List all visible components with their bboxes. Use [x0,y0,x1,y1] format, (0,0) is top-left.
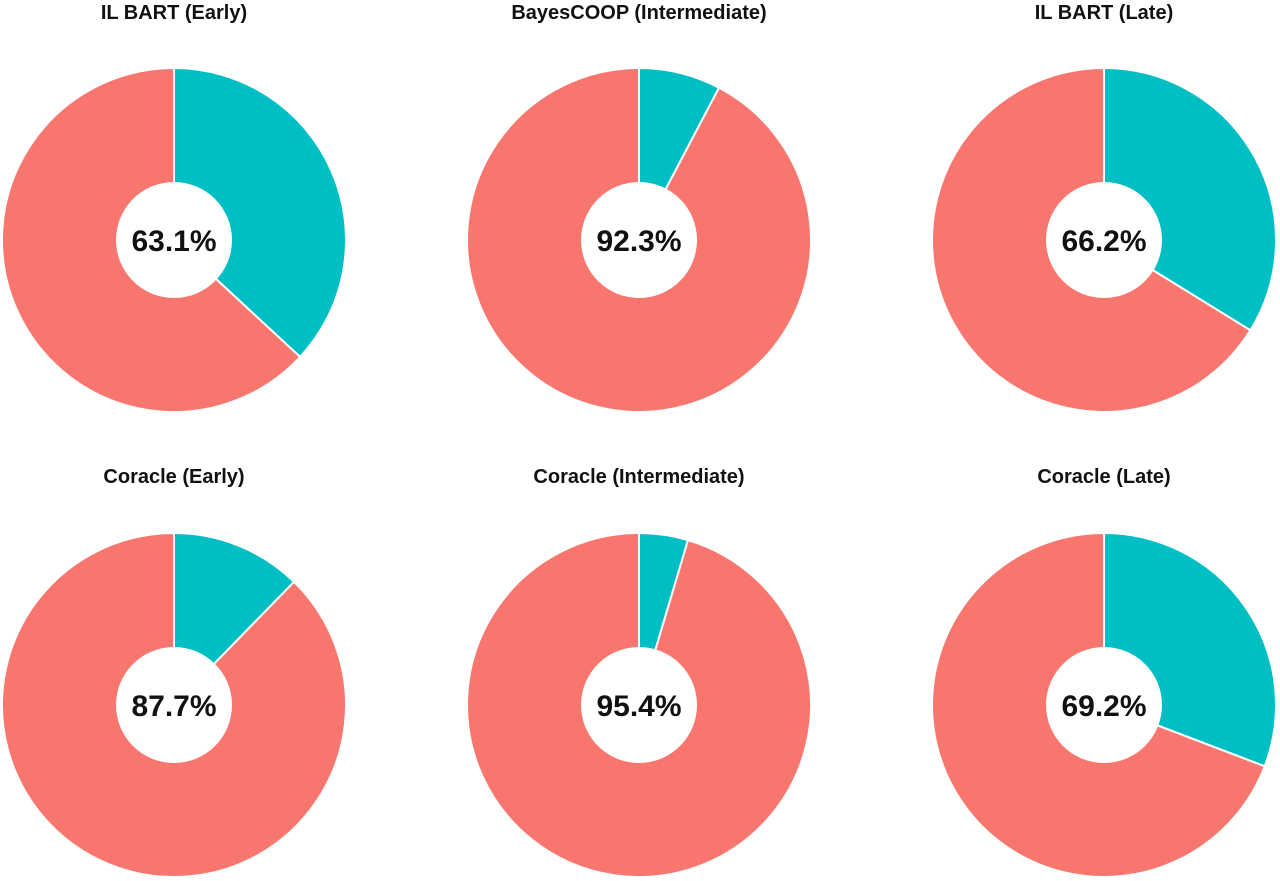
chart-title: BayesCOOP (Intermediate) [511,2,767,24]
donut-hole [116,647,232,763]
pie-slice-minor [173,66,347,359]
chart-title: Coracle (Late) [1037,466,1171,488]
donut-chart: 87.7% [1,531,347,878]
chart-title: IL BART (Late) [1034,2,1174,24]
center-percentage-label: 69.2% [1061,690,1146,723]
donut-chart: 69.2% [931,531,1277,878]
center-percentage-label: 92.3% [596,225,681,258]
donut-chart: 92.3% [466,66,812,413]
donut-hole [581,647,697,763]
donut-hole [1046,647,1162,763]
donut-hole [1046,182,1162,298]
donut-chart: 95.4% [466,531,812,878]
chart-title: Coracle (Intermediate) [533,466,745,488]
donut-chart: 63.1% [1,66,347,413]
center-percentage-label: 95.4% [596,690,681,723]
center-percentage-label: 66.2% [1061,225,1146,258]
center-percentage-label: 63.1% [131,225,216,258]
chart-title: IL BART (Early) [100,2,248,24]
donut-hole [581,182,697,298]
center-percentage-label: 87.7% [131,690,216,723]
donut-chart: 66.2% [931,66,1277,413]
chart-title: Coracle (Early) [103,466,245,488]
donut-hole [116,182,232,298]
